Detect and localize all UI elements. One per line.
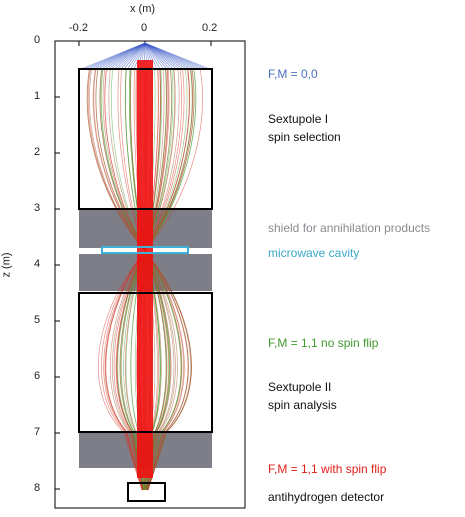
label-fm-1-1-with-flip: F,M = 1,1 with spin flip	[268, 462, 387, 476]
x-tick-label: -0.2	[69, 22, 88, 34]
label-sextupole-1-role: spin selection	[268, 130, 341, 144]
trajectory-line	[144, 69, 188, 252]
label-fm-1-1-no-flip: F,M = 1,1 no spin flip	[268, 336, 379, 350]
trajectory-line	[144, 42, 213, 71]
trajectory-line	[144, 42, 165, 71]
trajectory-line	[89, 69, 146, 252]
trajectory-line	[144, 69, 180, 252]
x-tick-label: 0.2	[202, 22, 218, 34]
label-sextupole-2: Sextupole II spin analysis	[268, 378, 337, 414]
trajectory-line	[144, 69, 203, 252]
trajectory-line	[97, 250, 146, 491]
z-tick-label: 3	[34, 202, 41, 214]
trajectory-line	[144, 42, 182, 71]
trajectory-line	[119, 42, 146, 71]
trajectory-line	[102, 69, 146, 252]
trajectory-line	[99, 69, 146, 252]
label-sextupole-2-name: Sextupole II	[268, 380, 332, 394]
trajectory-line	[133, 42, 146, 71]
label-antihydrogen-detector: antihydrogen detector	[268, 490, 385, 504]
trajectory-line	[144, 250, 175, 491]
trajectory-line	[104, 69, 146, 252]
x-tick-label: 0	[141, 22, 148, 34]
trajectory-line	[109, 42, 146, 71]
trajectory-line	[109, 250, 146, 491]
trajectory-line	[126, 42, 146, 71]
trajectory-line	[105, 250, 146, 491]
trajectory-line	[144, 250, 176, 491]
sextupole-1-box	[78, 68, 213, 210]
z-axis	[55, 40, 60, 490]
trajectory-line	[111, 250, 146, 491]
trajectory-line	[144, 250, 172, 491]
trajectory-line	[144, 250, 182, 491]
z-tick-label: 4	[34, 258, 41, 270]
label-shield: shield for annihilation products	[268, 221, 431, 235]
z-tick-label: 0	[34, 34, 41, 46]
trajectory-line	[144, 42, 175, 71]
trajectory-line	[129, 42, 146, 71]
trajectory-line	[112, 42, 146, 71]
beam-core	[137, 60, 153, 478]
trajectory-line	[108, 69, 146, 252]
microwave-cavity	[101, 246, 189, 254]
trajectory-line	[99, 42, 146, 71]
trajectory-line	[144, 69, 185, 252]
trajectory-line	[144, 42, 162, 71]
trajectory-line	[144, 42, 168, 71]
trajectory-line	[144, 69, 197, 252]
z-tick-label: 1	[34, 90, 41, 102]
trajectory-line	[144, 250, 184, 491]
trajectory-line	[144, 42, 158, 71]
trajectory-line	[144, 250, 189, 491]
trajectory-line	[144, 250, 192, 491]
trajectory-line	[110, 69, 146, 252]
x-axis-label: x (m)	[130, 3, 156, 15]
trajectory-line	[106, 42, 146, 71]
trajectory-line	[95, 69, 146, 252]
trajectory-line	[144, 250, 169, 491]
trajectory-line	[144, 69, 183, 252]
antihydrogen-detector	[127, 482, 166, 502]
trajectory-line	[101, 250, 146, 491]
trajectory-line	[144, 250, 170, 491]
trajectory-line	[102, 42, 146, 71]
z-tick-label: 5	[34, 314, 41, 326]
label-sextupole-1-name: Sextupole I	[268, 112, 329, 126]
label-fm-0-0: F,M = 0,0	[268, 67, 318, 81]
label-microwave-cavity: microwave cavity	[268, 246, 360, 260]
trajectory-line	[144, 42, 185, 71]
trajectory-line	[116, 42, 146, 71]
z-tick-label: 2	[34, 146, 41, 158]
trajectory-line	[144, 69, 190, 252]
plot-frame	[54, 40, 246, 509]
trajectory-line	[144, 69, 193, 252]
trajectory-line	[117, 250, 146, 491]
label-sextupole-1: Sextupole I spin selection	[268, 110, 341, 146]
trajectory-line	[103, 250, 146, 491]
trajectory-line	[123, 42, 146, 71]
trajectory-line	[120, 250, 146, 491]
trajectory-line	[119, 250, 146, 491]
z-tick-label: 6	[34, 370, 41, 382]
z-tick-label: 7	[34, 426, 41, 438]
sextupole-2-box	[78, 292, 213, 433]
trajectory-line	[92, 69, 146, 252]
trajectory-line	[144, 42, 179, 71]
z-axis-label: z (m)	[0, 252, 13, 278]
label-sextupole-2-role: spin analysis	[268, 398, 337, 412]
trajectory-line	[144, 250, 178, 491]
trajectory-line	[144, 42, 172, 71]
trajectory-line	[113, 250, 146, 491]
z-tick-label: 8	[34, 482, 41, 494]
trajectory-line	[144, 250, 167, 491]
